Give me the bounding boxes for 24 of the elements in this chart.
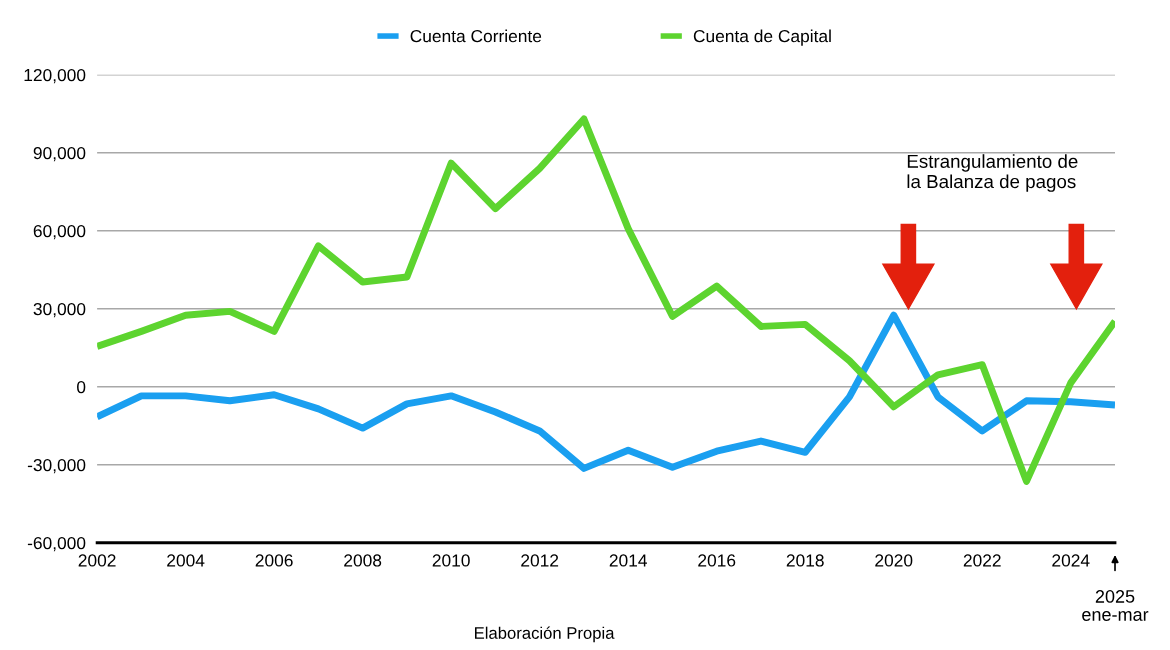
legend-label: Cuenta de Capital	[693, 29, 831, 46]
x-tick-label: 2006	[255, 554, 293, 567]
x-tick-label: 2016	[698, 554, 736, 567]
annotation: Estrangulamiento de la Balanza de pagos	[907, 154, 1078, 192]
text: Elaboración Propia	[475, 626, 615, 643]
x-tick-label: 2020	[875, 554, 913, 567]
y-tick-label: 0	[77, 380, 86, 394]
y-tick-label: 120,000	[24, 68, 86, 84]
x-tick-label: 2018	[786, 554, 824, 567]
y-tick-label: 30,000	[33, 302, 86, 318]
y-tick-label: 90,000	[33, 146, 86, 162]
legend-label: Cuenta Corriente	[410, 29, 542, 43]
y-tick-label: -60,000	[27, 536, 86, 552]
y-tick-label: -30,000	[27, 458, 86, 474]
x-tick-label: 2022	[963, 554, 1001, 567]
x-tick-label: 2024	[1052, 554, 1090, 567]
x-tick-label: 2004	[167, 554, 205, 567]
text: 2025 ene-mar	[1082, 590, 1149, 621]
x-tick-label: 2010	[432, 554, 470, 567]
x-tick-label: 2002	[78, 554, 116, 567]
x-tick-label: 2012	[521, 554, 559, 567]
x-tick-label: 2014	[609, 554, 647, 567]
x-tick-label: 2008	[344, 554, 382, 567]
y-tick-label: 60,000	[33, 224, 86, 240]
